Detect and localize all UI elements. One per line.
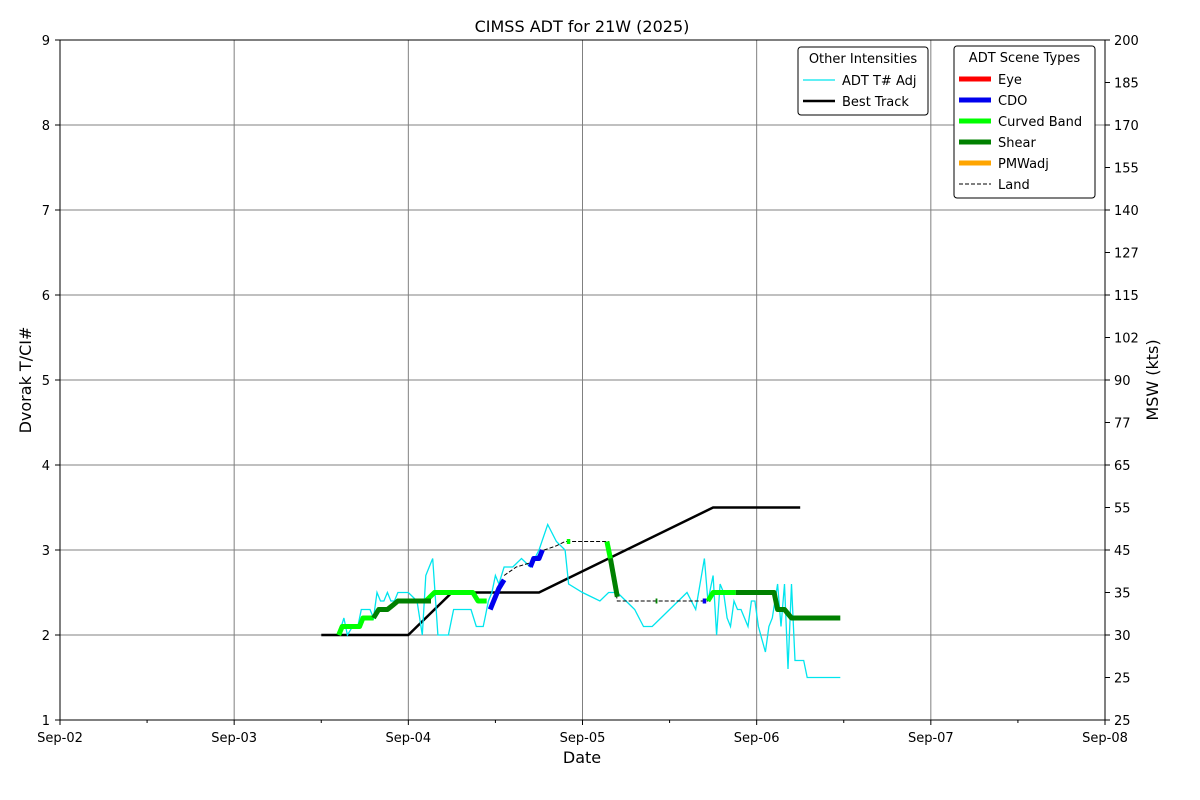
y2-tick-label: 200 (1114, 34, 1139, 49)
y-tick-label: 2 (42, 629, 50, 644)
series-shear-segment (371, 598, 431, 620)
series-cdo-segment (487, 578, 507, 611)
y2-tick-label: 45 (1114, 544, 1131, 559)
x-tick-label: Sep-06 (734, 731, 780, 746)
series-curved-band-segment (336, 615, 374, 636)
x-tick-label: Sep-03 (211, 731, 257, 746)
y2-tick-label: 25 (1114, 672, 1131, 687)
series-curved-band-segment (604, 540, 613, 560)
y-tick-label: 4 (42, 459, 50, 474)
y2-tick-label: 30 (1114, 629, 1131, 644)
series-shear-segment (735, 590, 841, 621)
y2-tick-label: 55 (1114, 502, 1131, 517)
y2-tick-label: 140 (1114, 204, 1139, 219)
plot-data (321, 506, 841, 679)
y2-tick-label: 35 (1114, 587, 1131, 602)
legend-box (797, 46, 929, 116)
legend-scene-types: ADT Scene Types Eye CDO Curved Band Shear PMW… (953, 45, 1096, 199)
chart-title: CIMSS ADT for 21W (2025) (475, 17, 690, 36)
legend-label: ADT T# Adj (842, 74, 916, 89)
y2-tick-label: 77 (1114, 417, 1131, 432)
y-axis-title: Dvorak T/CI# (16, 327, 35, 434)
legend-label: PMWadj (998, 157, 1049, 172)
legend-label: Eye (998, 73, 1022, 88)
y2-tick-label: 65 (1114, 459, 1131, 474)
x-tick-label: Sep-07 (908, 731, 954, 746)
legend-title: Other Intensities (809, 52, 918, 67)
y2-tick-label: 170 (1114, 119, 1139, 134)
y2-tick-label: 115 (1114, 289, 1139, 304)
y2-tick-label: 185 (1114, 77, 1139, 92)
legend-label: CDO (998, 94, 1027, 109)
series-cdo-segment (527, 549, 545, 568)
y-tick-label: 9 (42, 34, 50, 49)
x-tick-label: Sep-08 (1082, 731, 1128, 746)
series-curved-band-segment (705, 590, 736, 603)
x-tick-label: Sep-02 (37, 731, 83, 746)
y2-axis-title: MSW (kts) (1143, 339, 1162, 420)
y-tick-label: 6 (42, 289, 50, 304)
series-land (503, 541, 708, 602)
y-tick-label: 7 (42, 204, 50, 219)
y2-tick-label: 102 (1114, 332, 1139, 347)
legend-box (953, 45, 1096, 199)
x-tick-label: Sep-05 (560, 731, 606, 746)
legend-label: Best Track (842, 95, 909, 110)
legend-label: Shear (998, 136, 1036, 151)
grid (59, 39, 1106, 721)
legend-label: Curved Band (998, 115, 1082, 130)
y2-tick-label: 155 (1114, 162, 1139, 177)
y-tick-label: 1 (42, 714, 50, 729)
legend-label: Land (998, 178, 1030, 193)
series-curved-band-segment (424, 590, 487, 604)
x-axis-title: Date (563, 748, 601, 767)
y2-tick-label: 90 (1114, 374, 1131, 389)
y2-tick-label: 25 (1114, 714, 1131, 729)
axes: Sep-02 Sep-03 Sep-04 Sep-05 Sep-06 Sep-07 Sep-… (37, 34, 1139, 746)
y-tick-label: 3 (42, 544, 50, 559)
legend-title: ADT Scene Types (969, 51, 1081, 66)
y-tick-label: 8 (42, 119, 50, 134)
y2-tick-label: 127 (1114, 247, 1139, 262)
x-tick-label: Sep-04 (385, 731, 431, 746)
y-tick-label: 5 (42, 374, 50, 389)
series-shear-segment (607, 558, 620, 598)
legend-other-intensities: Other Intensities ADT T# Adj Best Track (797, 46, 929, 116)
series-best-track (321, 506, 801, 637)
series-adt-adj (338, 522, 841, 679)
